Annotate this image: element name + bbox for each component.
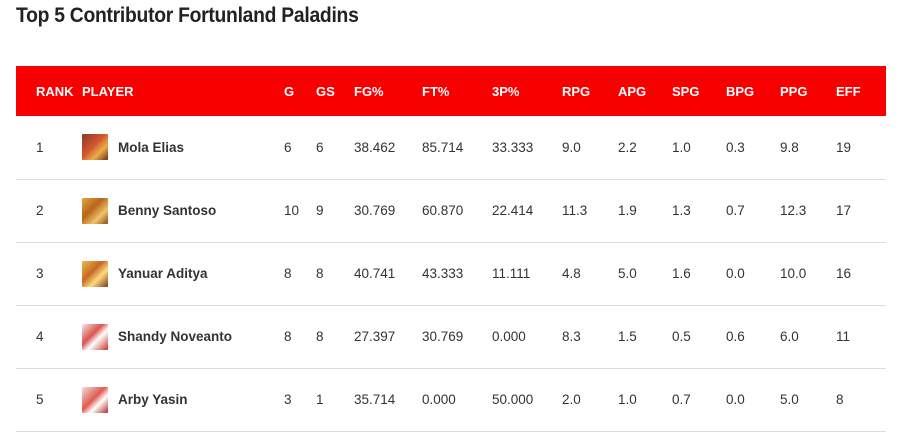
cell-fg-pct: 27.397 (354, 329, 396, 344)
cell-gs: 6 (316, 139, 324, 155)
cell-ft-pct: 85.714 (422, 139, 464, 155)
cell-g: 8 (284, 329, 292, 344)
player-name-link[interactable]: Shandy Noveanto (118, 329, 233, 344)
player-avatar[interactable] (82, 134, 108, 161)
header-3p-pct[interactable]: 3P% (492, 83, 520, 99)
cell-g: 8 (284, 266, 292, 281)
table-header-row: RANK PLAYER G GS FG% FT% 3P% RPG APG SPG… (16, 66, 886, 116)
cell-player[interactable]: Yanuar Aditya (82, 242, 284, 305)
cell-rpg: 8.3 (562, 329, 581, 344)
cell-3p-pct: 11.111 (492, 266, 531, 281)
cell-g: 10 (284, 203, 300, 218)
cell-player[interactable]: Benny Santoso (82, 179, 284, 242)
cell-apg: 5.0 (618, 266, 637, 281)
cell-eff: 19 (836, 139, 852, 155)
cell-fg-pct: 30.769 (354, 203, 396, 218)
cell-ppg: 6.0 (780, 329, 799, 344)
cell-spg: 0.7 (672, 392, 691, 407)
cell-bpg: 0.0 (726, 266, 745, 281)
cell-eff: 11 (836, 329, 851, 344)
cell-ft-pct: 0.000 (422, 392, 456, 407)
header-ft-pct[interactable]: FT% (422, 83, 450, 99)
cell-player[interactable]: Arby Yasin (82, 368, 284, 431)
cell-spg: 0.5 (672, 329, 691, 344)
cell-rpg: 4.8 (562, 266, 581, 281)
cell-fg-pct: 40.741 (354, 266, 396, 281)
cell-spg: 1.6 (672, 266, 691, 281)
player-avatar[interactable] (82, 260, 108, 287)
cell-apg: 1.5 (618, 329, 637, 344)
player-name-link[interactable]: Mola Elias (118, 139, 185, 155)
cell-g: 3 (284, 392, 292, 407)
header-player[interactable]: PLAYER (82, 83, 134, 99)
cell-fg-pct: 38.462 (354, 139, 396, 155)
cell-ppg: 5.0 (780, 392, 799, 407)
cell-apg: 2.2 (618, 139, 637, 155)
cell-rank: 4 (36, 329, 44, 344)
cell-eff: 17 (836, 203, 852, 218)
header-spg[interactable]: SPG (672, 83, 700, 99)
cell-rank: 1 (36, 139, 44, 155)
table-row: 5 Arby Yasin 3 1 35.714 0.000 50.000 2.0… (16, 368, 886, 431)
cell-3p-pct: 50.000 (492, 392, 534, 407)
cell-spg: 1.0 (672, 139, 691, 155)
cell-3p-pct: 0.000 (492, 329, 526, 344)
cell-gs: 8 (316, 329, 324, 344)
page-title: Top 5 Contributor Fortunland Paladins (16, 4, 359, 27)
header-bpg[interactable]: BPG (726, 83, 755, 99)
cell-rpg: 2.0 (562, 392, 581, 407)
cell-spg: 1.3 (672, 203, 691, 218)
player-avatar[interactable] (82, 197, 108, 224)
header-fg-pct[interactable]: FG% (354, 83, 384, 99)
player-avatar[interactable] (82, 323, 108, 350)
cell-eff: 8 (836, 392, 844, 407)
cell-player[interactable]: Shandy Noveanto (82, 305, 284, 368)
player-avatar[interactable] (82, 386, 108, 413)
cell-bpg: 0.3 (726, 139, 745, 155)
table-row: 2 Benny Santoso 10 9 30.769 60.870 22.41… (16, 179, 886, 242)
cell-ppg: 10.0 (780, 266, 807, 281)
cell-ft-pct: 60.870 (422, 203, 464, 218)
cell-g: 6 (284, 139, 292, 155)
player-name-link[interactable]: Benny Santoso (118, 203, 217, 218)
header-ppg[interactable]: PPG (780, 83, 808, 99)
cell-rank: 3 (36, 266, 44, 281)
header-apg[interactable]: APG (618, 83, 647, 99)
header-gs[interactable]: GS (316, 83, 335, 99)
cell-bpg: 0.7 (726, 203, 745, 218)
player-name-link[interactable]: Arby Yasin (118, 392, 188, 407)
stats-table: RANK PLAYER G GS FG% FT% 3P% RPG APG SPG… (16, 66, 886, 432)
cell-apg: 1.9 (618, 203, 637, 218)
cell-rank: 5 (36, 392, 44, 407)
cell-ppg: 12.3 (780, 203, 807, 218)
cell-gs: 9 (316, 203, 324, 218)
cell-apg: 1.0 (618, 392, 637, 407)
cell-bpg: 0.0 (726, 392, 745, 407)
header-rank[interactable]: RANK (36, 83, 74, 99)
table-row: 3 Yanuar Aditya 8 8 40.741 43.333 11.111… (16, 242, 886, 305)
cell-fg-pct: 35.714 (354, 392, 396, 407)
header-g[interactable]: G (284, 83, 295, 99)
header-rpg[interactable]: RPG (562, 83, 591, 99)
table-row: 4 Shandy Noveanto 8 8 27.397 30.769 0.00… (16, 305, 886, 368)
cell-gs: 1 (316, 392, 324, 407)
cell-rpg: 9.0 (562, 139, 581, 155)
table-row: 1 Mola Elias 6 6 38.462 85.714 33.333 9.… (16, 116, 886, 179)
cell-3p-pct: 22.414 (492, 203, 534, 218)
cell-player[interactable]: Mola Elias (82, 116, 284, 179)
cell-gs: 8 (316, 266, 324, 281)
header-eff[interactable]: EFF (836, 83, 861, 99)
cell-3p-pct: 33.333 (492, 139, 534, 155)
player-name-link[interactable]: Yanuar Aditya (118, 266, 208, 281)
cell-ppg: 9.8 (780, 139, 799, 155)
cell-bpg: 0.6 (726, 329, 745, 344)
cell-ft-pct: 43.333 (422, 266, 464, 281)
cell-rpg: 11.3 (562, 203, 588, 218)
cell-eff: 16 (836, 266, 852, 281)
cell-ft-pct: 30.769 (422, 329, 464, 344)
cell-rank: 2 (36, 203, 44, 218)
